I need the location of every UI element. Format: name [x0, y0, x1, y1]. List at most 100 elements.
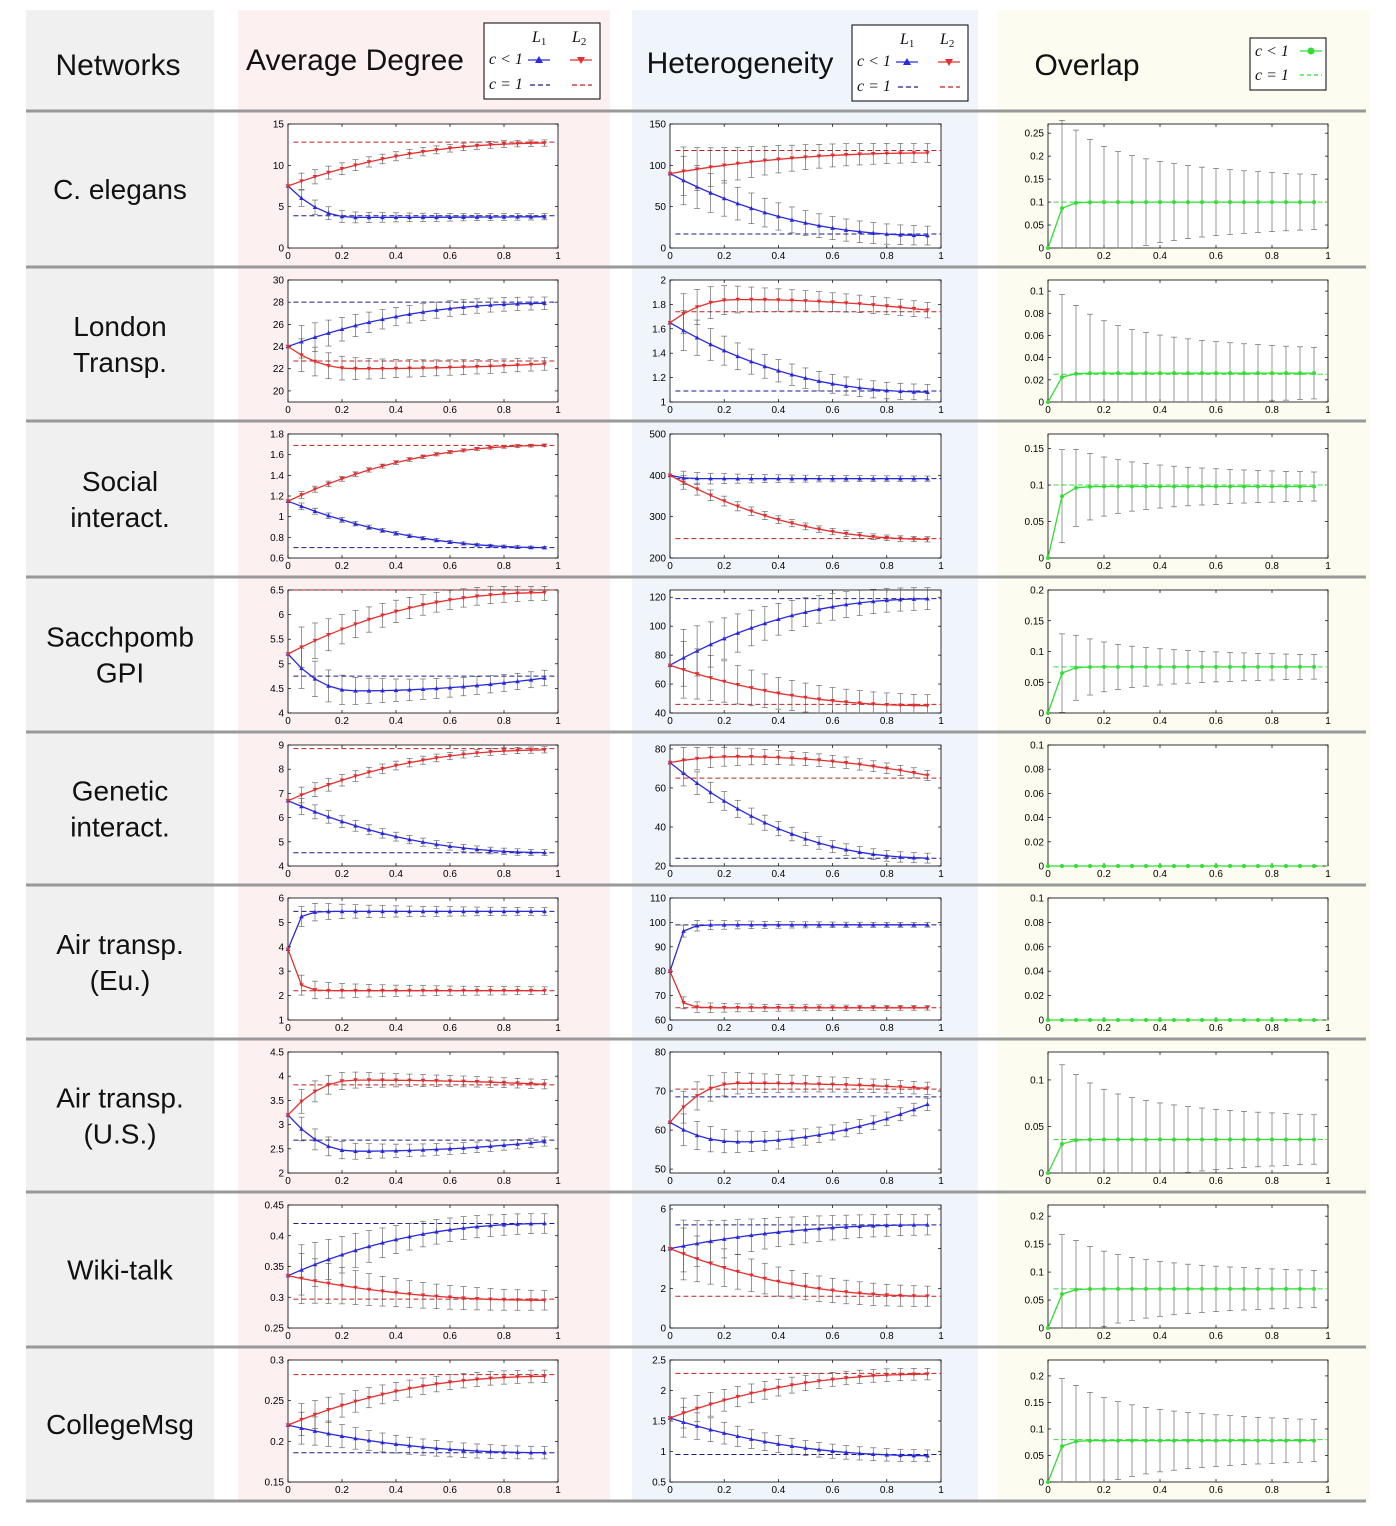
layer2-point — [501, 592, 507, 597]
layer1-point — [528, 301, 534, 306]
layer1-point — [749, 1436, 754, 1441]
x-tick-label: 0.4 — [771, 869, 785, 880]
x-tick-label: 1 — [938, 869, 944, 880]
layer1-point — [542, 908, 547, 914]
row-label: Air transp. — [56, 1083, 184, 1114]
x-tick-label: 0 — [1045, 716, 1051, 727]
layer2-point — [528, 1298, 534, 1303]
overlap-point — [1116, 371, 1120, 376]
layer2-point — [708, 1402, 713, 1407]
layer2-point — [420, 988, 426, 994]
layer1-point — [474, 846, 480, 852]
layer2-point — [393, 366, 399, 372]
layer2-point — [339, 988, 345, 994]
layer1-point — [447, 306, 453, 311]
layer1-point — [816, 1226, 822, 1231]
layer1-point — [749, 922, 754, 927]
layer1-point — [911, 596, 917, 601]
overlap-point — [1284, 864, 1288, 868]
layer2-point — [708, 300, 713, 306]
layer1-point — [816, 223, 822, 228]
y-tick-label: 26 — [273, 320, 285, 331]
x-tick-label: 0.6 — [1209, 1176, 1223, 1187]
overlap-point — [1172, 484, 1176, 489]
layer2-point — [299, 1417, 304, 1423]
layer1-point — [326, 1431, 331, 1436]
layer2-point — [353, 163, 358, 168]
layer2-point — [803, 757, 808, 762]
layer1-point — [501, 1142, 507, 1148]
layer2-point — [434, 756, 439, 761]
overlap-point — [1242, 484, 1246, 489]
layer2-point — [708, 1086, 713, 1091]
layer1-point — [420, 214, 426, 220]
x-tick-label: 0.2 — [335, 1485, 349, 1496]
layer2-point — [843, 531, 849, 537]
layer1-point — [447, 1446, 453, 1452]
layer1-point — [501, 301, 507, 307]
overlap-point — [1228, 1018, 1232, 1022]
layer2-point — [803, 695, 808, 701]
layer2-point — [898, 1006, 903, 1011]
layer2-point — [898, 536, 903, 542]
x-tick-label: 0.2 — [717, 405, 731, 416]
layer1-point — [380, 316, 385, 322]
layer1-line — [669, 1224, 928, 1250]
y-tick-label: 80 — [655, 651, 667, 662]
overlap-point — [1256, 371, 1260, 376]
y-tick-label: 0.1 — [1030, 481, 1044, 492]
layer1-point — [735, 806, 741, 811]
y-tick-label: 50 — [655, 1165, 667, 1176]
y-tick-label: 10 — [273, 161, 285, 172]
overlap-point — [1102, 1438, 1106, 1443]
layer1-point — [528, 214, 534, 219]
layer1-point — [488, 848, 493, 853]
panel-degree: 0 0.2 0.4 0.6 0.8 1 0.6 0.8 1 1.2 1.4 1.6 1.8 — [270, 430, 561, 573]
layer1-point — [393, 530, 399, 536]
layer2-point — [528, 1081, 534, 1087]
layer1-point — [830, 922, 835, 927]
layer2-point — [474, 1377, 480, 1382]
overlap-line — [1047, 1138, 1314, 1174]
layer2-point — [434, 1382, 439, 1387]
layer2-point — [681, 758, 686, 763]
x-tick-label: 0.4 — [389, 1485, 403, 1496]
layer2-point — [884, 1006, 890, 1011]
x-tick-label: 0.8 — [1265, 405, 1279, 416]
overlap-point — [1102, 371, 1106, 376]
layer2-point — [911, 1085, 917, 1091]
x-tick-label: 0.4 — [771, 405, 785, 416]
layer2-point — [393, 1389, 399, 1394]
layer2-point — [816, 1082, 822, 1087]
overlap-legend: c < 1 c = 1 — [1249, 37, 1327, 91]
layer1-point — [447, 214, 453, 220]
layer1-point — [789, 613, 795, 618]
layer2-point — [393, 1078, 399, 1083]
overlap-point — [1256, 1018, 1260, 1022]
layer1-point — [803, 1445, 808, 1450]
layer1-point — [749, 813, 754, 818]
layer2-point — [285, 344, 291, 350]
y-tick-label: 22 — [273, 364, 285, 375]
layer1-point — [694, 475, 700, 481]
layer2-point — [694, 305, 700, 310]
layer2-point — [708, 755, 713, 760]
y-tick-label: 80 — [655, 744, 667, 755]
layer1-point — [925, 855, 930, 860]
layer1-point — [488, 1143, 493, 1149]
overlap-point — [1228, 1286, 1232, 1291]
layer2-point — [285, 652, 291, 657]
layer2-point — [830, 153, 835, 158]
layer2-point — [488, 1080, 493, 1085]
overlap-point — [1242, 864, 1246, 868]
y-tick-label: 5 — [278, 202, 284, 213]
layer1-point — [721, 1236, 727, 1241]
y-tick-label: 0 — [660, 1324, 666, 1335]
y-tick-label: 4 — [278, 709, 284, 720]
y-tick-label: 6 — [660, 1204, 666, 1215]
layer2-point — [857, 1083, 862, 1088]
layer1-point — [380, 830, 385, 836]
header-heterogeneity: Heterogeneity — [647, 47, 834, 80]
layer1-point — [380, 1148, 385, 1153]
layer2-point — [694, 1094, 700, 1099]
